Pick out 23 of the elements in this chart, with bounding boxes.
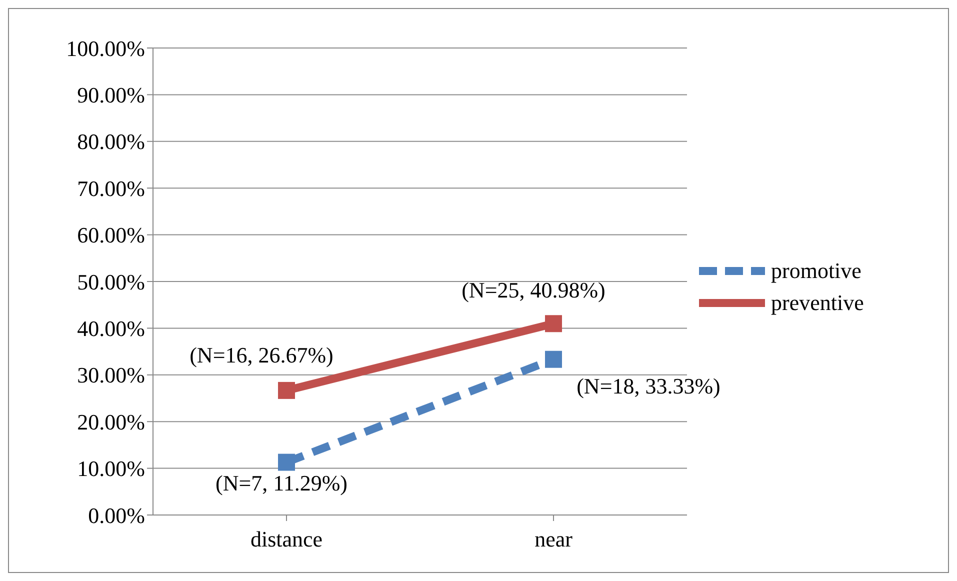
legend-label: promotive: [771, 258, 862, 284]
y-tick-label: 80.00%: [77, 129, 145, 154]
data-label: (N=16, 26.67%): [190, 342, 334, 368]
y-tick-label: 20.00%: [77, 409, 145, 434]
x-tick-label: near: [534, 526, 574, 552]
y-tick-label: 100.00%: [66, 36, 145, 61]
data-label: (N=25, 40.98%): [462, 278, 606, 303]
data-label: (N=18, 33.33%): [576, 373, 720, 398]
point: [545, 315, 562, 332]
x-tick-label: distance: [250, 526, 323, 552]
y-tick-label: 40.00%: [77, 316, 145, 342]
point: [278, 382, 295, 399]
y-tick-label: 30.00%: [77, 362, 145, 388]
y-tick-label: 90.00%: [77, 82, 145, 108]
y-tick-label: 10.00%: [77, 456, 145, 482]
y-tick-label: 50.00%: [77, 269, 145, 294]
y-tick-label: 60.00%: [77, 222, 145, 248]
point: [545, 350, 562, 368]
y-tick-label: 0.00%: [88, 502, 145, 528]
point: [278, 454, 295, 471]
data-label: (N=7, 11.29%): [216, 470, 348, 496]
legend-label: preventive: [771, 290, 864, 316]
y-tick-label: 70.00%: [77, 176, 145, 201]
